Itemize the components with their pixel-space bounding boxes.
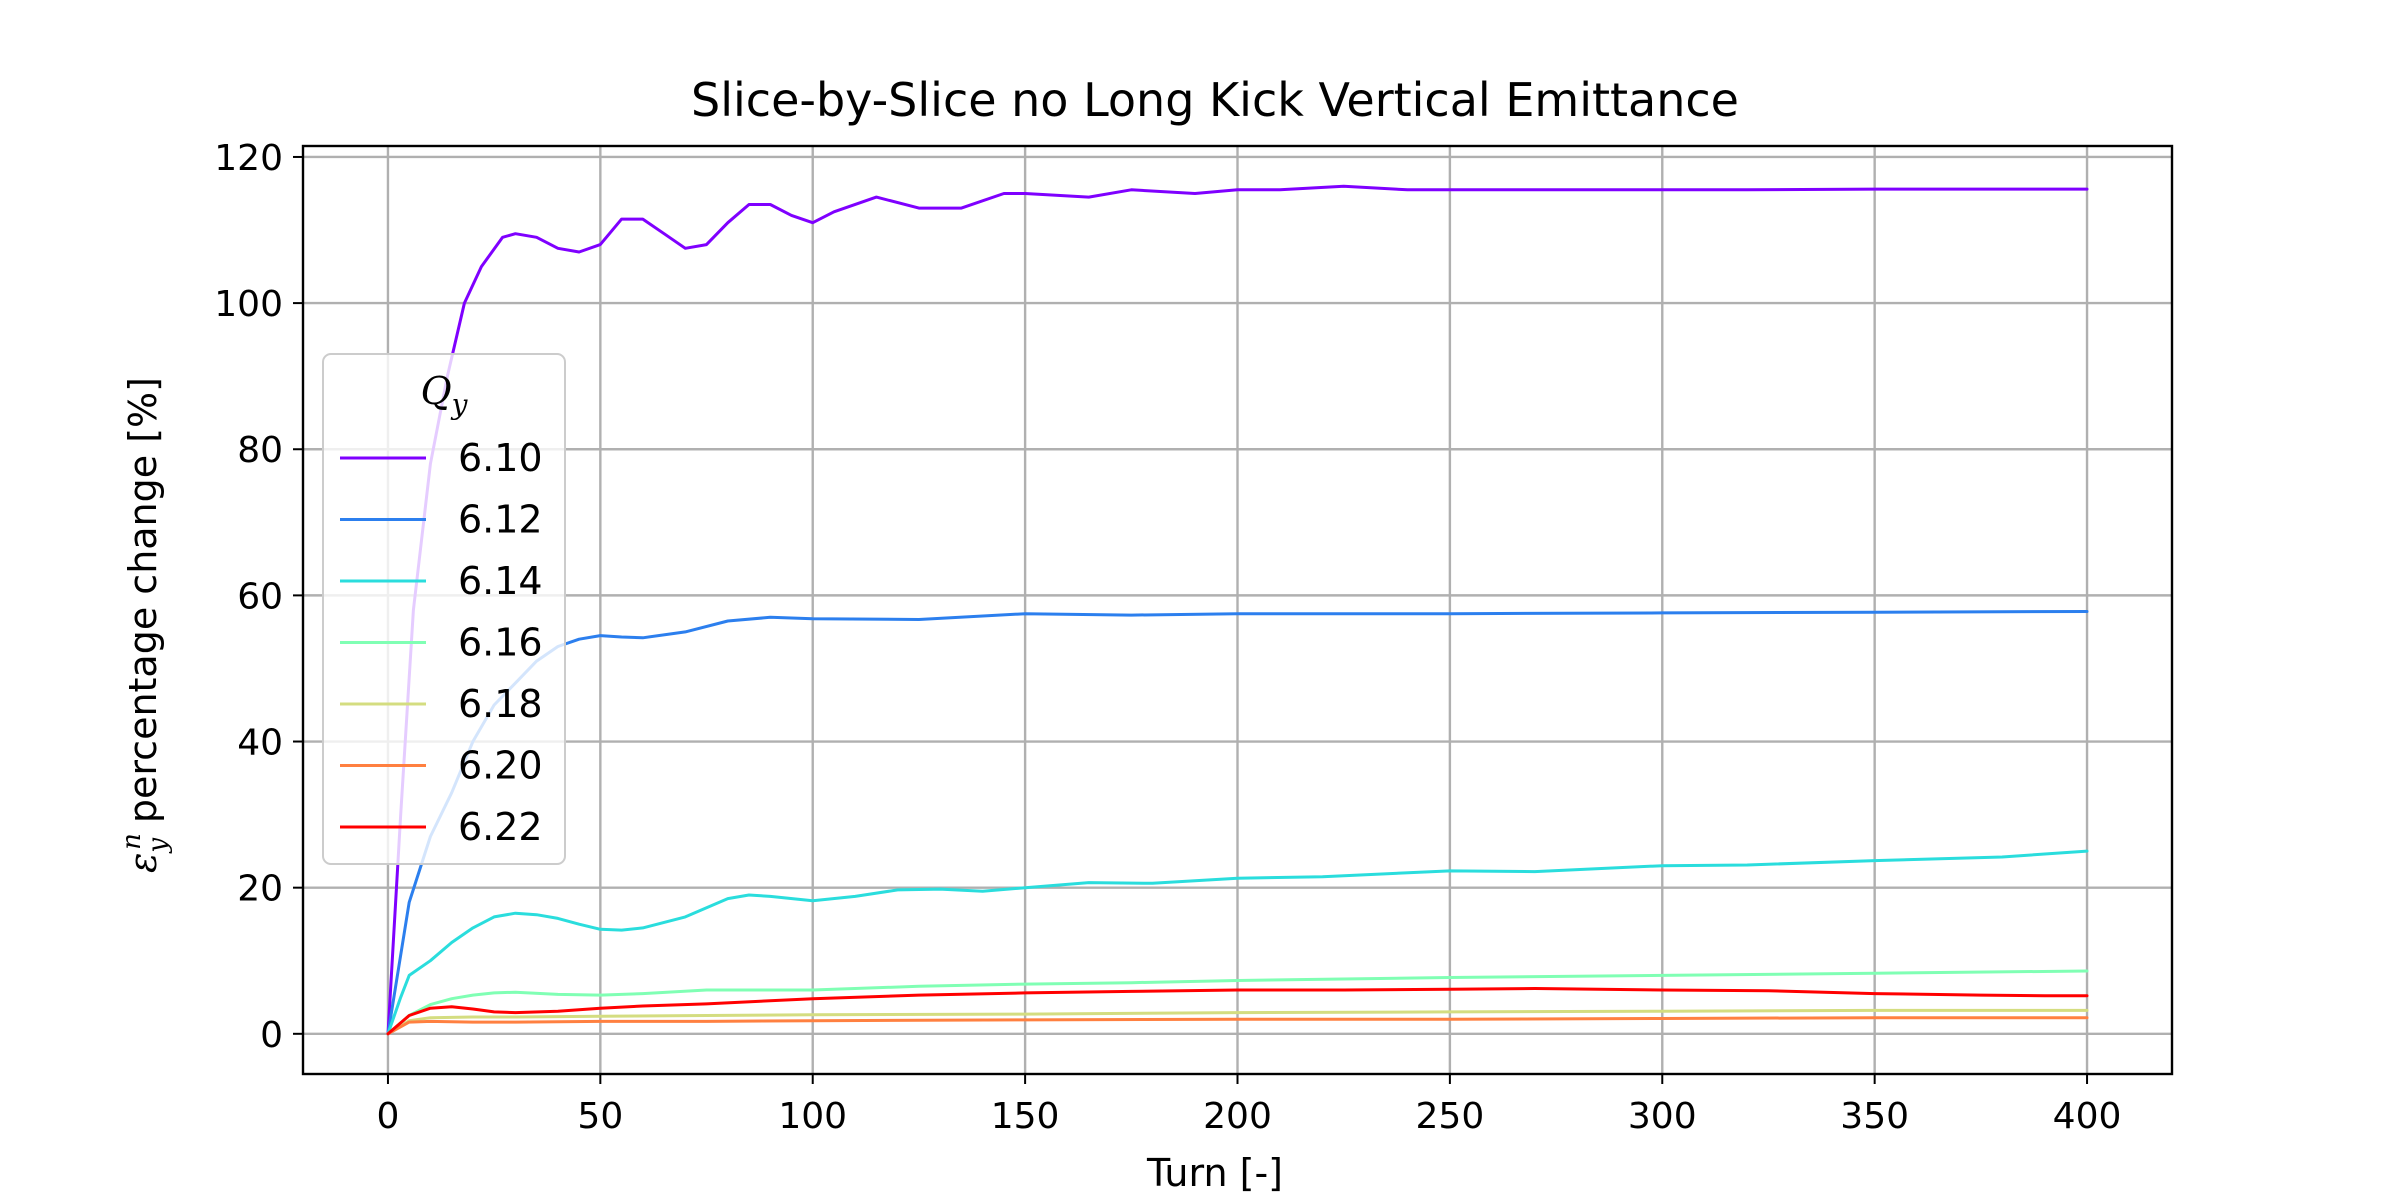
y-axis-label-symbol: ε <box>121 853 165 873</box>
x-axis-ticks: 0 50 100 150 200 250 300 350 400 <box>377 1074 2122 1137</box>
legend-entry-label: 6.18 <box>458 682 543 726</box>
y-tick-label: 40 <box>237 723 283 764</box>
y-tick-label: 120 <box>214 138 283 179</box>
series-line-6.20 <box>386 1016 2089 1036</box>
x-tick-label: 50 <box>577 1096 623 1137</box>
series-line-6.14 <box>386 849 2089 1036</box>
chart-title: Slice-by-Slice no Long Kick Vertical Emi… <box>691 73 1739 127</box>
x-tick-label: 150 <box>991 1096 1060 1137</box>
x-axis-label: Turn [-] <box>1146 1151 1283 1195</box>
legend-title: Qy <box>421 369 469 421</box>
legend-title-sub: y <box>450 388 469 421</box>
x-tick-label: 100 <box>778 1096 847 1137</box>
y-axis-label: εyn percentage change [%] <box>117 377 173 873</box>
legend-entry-label: 6.12 <box>458 498 543 542</box>
legend-entry-label: 6.14 <box>458 559 543 603</box>
legend: Qy 6.10 6.12 6.14 6.16 6.18 6.20 6.22 <box>322 353 566 865</box>
y-axis-ticks: 0 20 40 60 80 100 120 <box>214 138 303 1056</box>
legend-entries: 6.10 6.12 6.14 6.16 6.18 6.20 6.22 <box>340 436 543 849</box>
legend-entry-label: 6.10 <box>458 436 543 480</box>
y-axis-label-text: percentage change [%] <box>121 377 165 823</box>
y-axis-label-sub: y <box>143 838 173 854</box>
legend-entry-label: 6.20 <box>458 744 543 788</box>
legend-entry-label: 6.16 <box>458 621 543 665</box>
series-line-6.16 <box>386 969 2089 1036</box>
grid <box>303 146 2172 1074</box>
x-tick-label: 350 <box>1840 1096 1909 1137</box>
x-tick-label: 200 <box>1203 1096 1272 1137</box>
series-line-6.22 <box>386 987 2089 1036</box>
legend-title-main: Q <box>421 369 452 413</box>
y-tick-label: 80 <box>237 430 283 471</box>
y-tick-label: 100 <box>214 284 283 325</box>
y-tick-label: 0 <box>260 1015 283 1056</box>
x-tick-label: 0 <box>377 1096 400 1137</box>
series-line-6.18 <box>386 1008 2089 1036</box>
y-axis-label-sup: n <box>117 833 147 850</box>
legend-box <box>322 353 566 865</box>
series-line-6.10 <box>386 184 2089 1036</box>
y-tick-label: 20 <box>237 869 283 910</box>
y-tick-label: 60 <box>237 576 283 617</box>
legend-entry-label: 6.22 <box>458 805 543 849</box>
x-tick-label: 250 <box>1416 1096 1485 1137</box>
x-tick-label: 400 <box>2053 1096 2122 1137</box>
x-tick-label: 300 <box>1628 1096 1697 1137</box>
